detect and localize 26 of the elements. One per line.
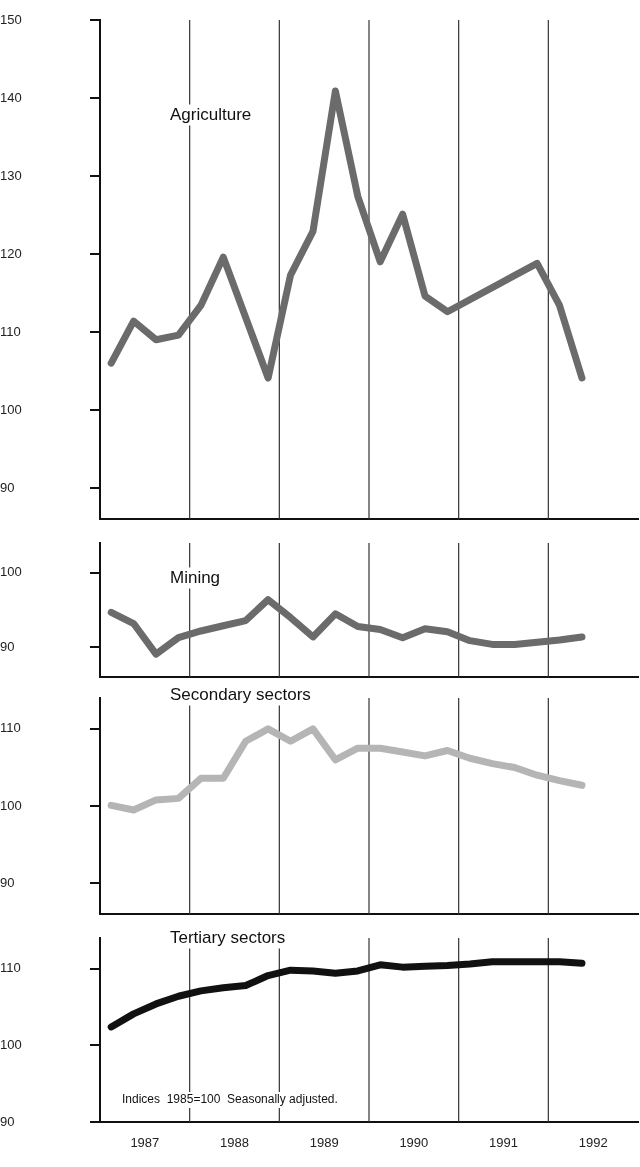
y-tick-label: 110 — [0, 720, 21, 736]
text: Agriculture — [170, 104, 252, 124]
y-tick-label: 100 — [0, 1036, 22, 1052]
chart-title: Secondary sectors — [170, 684, 311, 704]
x-tick-label: 1987 — [130, 1135, 160, 1151]
y-tick-label: 90 — [0, 479, 15, 495]
x-tick-label: 1992 — [578, 1135, 608, 1151]
y-tick-label: 130 — [0, 167, 22, 183]
y-tick-label: 90 — [0, 638, 15, 654]
y-tick-label: 100 — [0, 797, 22, 813]
y-tick-label: 100 — [0, 564, 22, 580]
x-tick-label: 1991 — [489, 1135, 518, 1151]
y-tick-label: 110 — [0, 960, 21, 976]
x-tick-label: 1989 — [309, 1135, 339, 1151]
y-tick-label: 100 — [0, 401, 22, 417]
y-tick-label: 140 — [0, 89, 22, 105]
x-tick-label: 1988 — [220, 1135, 249, 1151]
y-tick-label: 90 — [0, 874, 15, 890]
y-tick-label: 90 — [0, 1113, 15, 1129]
annotation: Indices 1985=100 Seasonally adjusted. — [122, 1092, 338, 1107]
text: Mining — [170, 567, 221, 587]
x-tick-label: 1990 — [399, 1135, 429, 1151]
y-tick-label: 110 — [0, 323, 21, 339]
y-tick-label: 150 — [0, 11, 22, 27]
chart-title: Tertiary sectors — [170, 927, 286, 947]
y-tick-label: 120 — [0, 245, 22, 261]
